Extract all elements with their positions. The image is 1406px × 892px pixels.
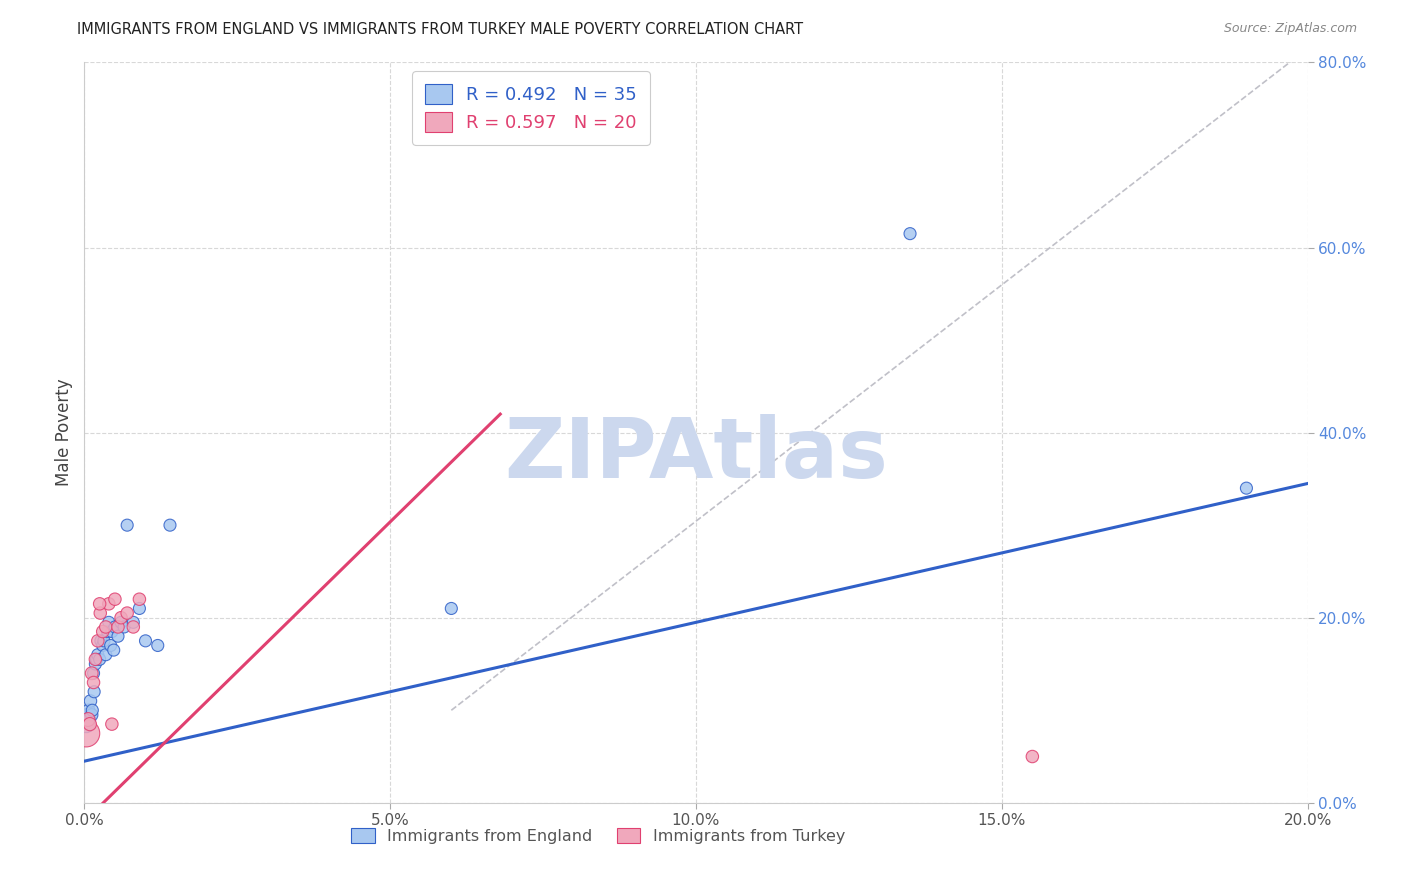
Point [115,606,138,620]
Point [80,666,103,681]
Legend: Immigrants from England, Immigrants from Turkey: Immigrants from England, Immigrants from… [344,822,852,850]
Point [89,606,111,620]
Point [115,518,138,533]
Point [122,615,145,630]
Point [87,633,110,648]
Point [112,620,135,634]
Point [440,601,463,615]
Point [101,624,124,639]
Point [91,639,114,653]
Point [159,518,181,533]
Point [97,615,120,630]
Point [84,652,107,666]
Text: IMMIGRANTS FROM ENGLAND VS IMMIGRANTS FROM TURKEY MALE POVERTY CORRELATION CHART: IMMIGRANTS FROM ENGLAND VS IMMIGRANTS FR… [77,22,803,37]
Point [97,597,120,611]
Point [83,666,105,681]
Point [77,703,100,717]
Point [898,227,921,241]
Point [79,717,101,731]
Point [135,633,157,648]
Point [76,707,98,722]
Point [75,717,97,731]
Point [77,713,100,727]
Point [80,707,103,722]
Point [1236,481,1258,495]
Point [128,601,150,615]
Point [75,726,97,740]
Point [107,629,129,643]
Point [89,597,111,611]
Point [93,633,115,648]
Point [77,713,100,727]
Point [94,648,117,662]
Point [103,643,125,657]
Point [107,620,129,634]
Point [84,657,107,671]
Point [110,615,132,630]
Point [97,624,120,639]
Point [1021,749,1043,764]
Point [128,592,150,607]
Point [83,685,105,699]
Point [122,620,145,634]
Point [101,717,124,731]
Point [83,675,105,690]
Point [79,694,101,708]
Text: ZIPAtlas: ZIPAtlas [503,414,889,495]
Point [94,620,117,634]
Text: Source: ZipAtlas.com: Source: ZipAtlas.com [1223,22,1357,36]
Point [86,652,108,666]
Point [91,624,114,639]
Y-axis label: Male Poverty: Male Poverty [55,379,73,486]
Point [104,620,127,634]
Point [100,639,122,653]
Point [90,633,112,648]
Point [87,648,110,662]
Point [146,639,169,653]
Point [89,652,111,666]
Point [82,703,104,717]
Point [110,610,132,624]
Point [104,592,127,607]
